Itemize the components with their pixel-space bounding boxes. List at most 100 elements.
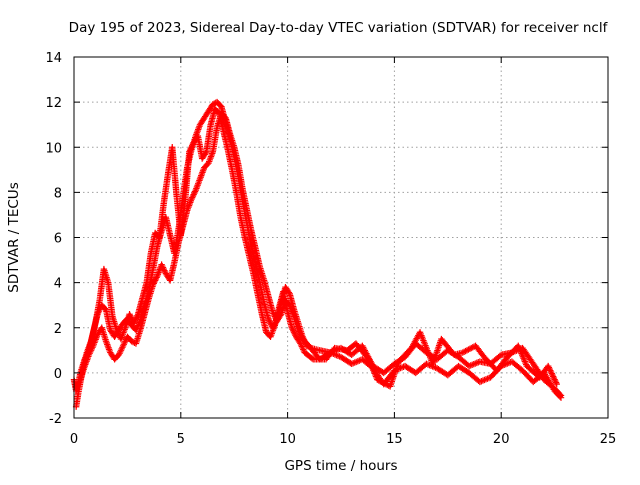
data-point xyxy=(353,358,360,366)
data-point xyxy=(120,341,128,348)
data-point xyxy=(297,331,304,338)
data-point xyxy=(336,353,343,360)
data-point xyxy=(348,360,355,368)
data-point xyxy=(379,379,387,386)
data-point xyxy=(151,278,158,286)
data-point xyxy=(378,378,385,386)
data-point xyxy=(150,280,157,287)
data-point xyxy=(186,147,194,154)
data-point xyxy=(290,327,297,334)
x-tick-label: 15 xyxy=(386,432,403,447)
data-point xyxy=(266,318,273,325)
data-point xyxy=(465,346,472,353)
data-point xyxy=(331,351,339,358)
data-point xyxy=(117,348,124,356)
data-point xyxy=(549,373,557,380)
data-point xyxy=(297,332,305,340)
y-tick-label: 2 xyxy=(54,322,62,337)
y-tick-label: -2 xyxy=(49,412,62,427)
data-point xyxy=(191,189,198,197)
data-point xyxy=(130,320,138,327)
data-point xyxy=(214,109,222,116)
data-point xyxy=(290,329,298,336)
data-point xyxy=(295,326,302,334)
data-point xyxy=(295,328,303,335)
data-point xyxy=(469,361,476,369)
data-point xyxy=(553,380,560,388)
data-point xyxy=(552,379,560,386)
data-point xyxy=(466,345,474,353)
data-point xyxy=(463,347,471,354)
data-point xyxy=(152,275,160,283)
data-point xyxy=(550,374,558,382)
data-point xyxy=(478,378,485,385)
data-point xyxy=(131,318,138,325)
data-point xyxy=(161,267,168,274)
axis-ticks: 0 5 10 15 20 25 -2 0 2 4 6 8 10 12 14 xyxy=(45,51,616,447)
data-point xyxy=(350,360,357,367)
data-point xyxy=(381,380,388,387)
series-trace-c xyxy=(72,105,560,410)
data-point xyxy=(481,376,488,384)
data-point xyxy=(186,148,193,155)
data-point xyxy=(116,350,123,357)
data-point xyxy=(544,362,552,370)
data-point xyxy=(291,330,298,337)
data-point xyxy=(119,344,126,351)
data-point xyxy=(382,380,390,388)
data-point xyxy=(468,344,475,352)
data-point xyxy=(298,343,306,350)
x-tick-label: 10 xyxy=(279,432,296,447)
y-tick-label: 10 xyxy=(45,141,62,156)
data-point xyxy=(548,370,555,377)
data-point xyxy=(133,314,140,321)
data-point xyxy=(459,349,466,356)
data-point xyxy=(115,351,123,359)
data-point xyxy=(188,144,195,151)
y-tick-label: 0 xyxy=(54,367,62,382)
data-point xyxy=(121,339,128,346)
data-point xyxy=(119,342,127,349)
data-point xyxy=(473,359,480,367)
data-point xyxy=(126,311,133,318)
y-tick-label: 8 xyxy=(54,186,62,201)
y-tick-label: 12 xyxy=(45,96,62,111)
data-point xyxy=(122,338,129,345)
data-point xyxy=(160,265,167,273)
data-point xyxy=(545,364,553,371)
x-tick-label: 25 xyxy=(600,432,617,447)
data-point xyxy=(151,277,159,284)
data-point xyxy=(333,351,340,359)
data-point xyxy=(118,345,125,353)
data-marks xyxy=(70,98,565,410)
data-point xyxy=(472,360,479,367)
data-point xyxy=(114,328,121,335)
data-point xyxy=(557,394,565,401)
data-point xyxy=(546,365,553,373)
data-point xyxy=(479,377,487,384)
data-point xyxy=(188,142,196,149)
data-point xyxy=(470,360,477,368)
data-point xyxy=(188,194,196,201)
data-point xyxy=(285,289,293,296)
data-point xyxy=(482,376,490,383)
data-point xyxy=(159,262,166,270)
data-point xyxy=(113,326,120,334)
data-point xyxy=(556,393,564,400)
data-point xyxy=(127,312,134,319)
data-point xyxy=(549,371,556,379)
data-point xyxy=(132,315,140,322)
data-point xyxy=(467,362,474,369)
data-point xyxy=(289,326,296,333)
data-point xyxy=(149,281,157,289)
data-point xyxy=(158,261,165,268)
data-point xyxy=(424,361,432,368)
data-point xyxy=(375,377,382,384)
data-point xyxy=(296,329,303,337)
chart-title: Day 195 of 2023, Sidereal Day-to-day VTE… xyxy=(69,20,609,36)
data-point xyxy=(297,341,305,349)
data-point xyxy=(376,377,384,385)
x-axis-label: GPS time / hours xyxy=(284,458,397,474)
